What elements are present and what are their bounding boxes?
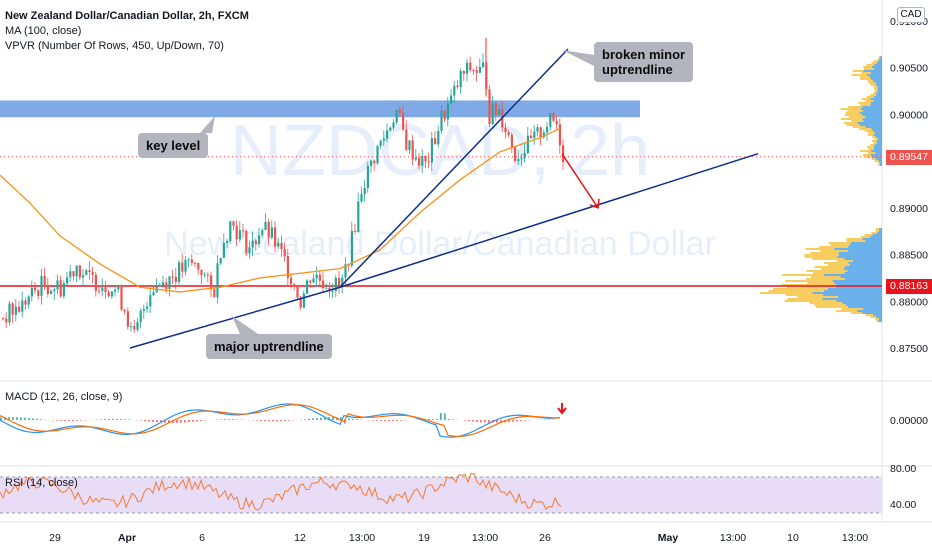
macd-pane [0, 404, 562, 437]
key-level-label: key level [146, 138, 200, 153]
time-tick-7: 26 [539, 532, 551, 544]
time-tick-5: 19 [418, 532, 430, 544]
time-tick-1: Apr [118, 532, 136, 544]
rsi-legend[interactable]: RSI (14, close) [5, 477, 78, 489]
price-tick-7: 0.87500 [890, 343, 928, 355]
candles [2, 53, 564, 333]
time-tick-8: May [658, 532, 679, 544]
time-tick-10: 10 [787, 532, 799, 544]
key-level-pointer [200, 116, 215, 133]
rsi-tick-1: 40.00 [890, 499, 916, 511]
major-trendline-label: major uptrendline [214, 339, 324, 354]
time-tick-9: 13:00 [720, 532, 746, 544]
broken-trendline-pointer [562, 50, 594, 66]
price-tick-1: 0.90500 [890, 63, 928, 75]
support-price-tag: 0.88163 [886, 279, 932, 294]
time-tick-4: 13:00 [349, 532, 375, 544]
time-tick-0: 29 [49, 532, 61, 544]
vpvr-legend[interactable]: VPVR (Number Of Rows, 450, Up/Down, 70) [5, 40, 224, 52]
price-tick-2: 0.90000 [890, 109, 928, 121]
rsi-tick-0: 80.00 [890, 463, 916, 475]
key-level-callout: key level [138, 133, 208, 158]
vpvr-profile [760, 56, 882, 322]
current-price-tag: 0.89547 [886, 150, 932, 165]
macd-legend[interactable]: MACD (12, 26, close, 9) [5, 391, 122, 403]
rsi-band [0, 477, 882, 513]
watermark-symbol: NZDCAD, 2h [230, 111, 650, 191]
major-trendline-pointer [232, 316, 258, 334]
time-tick-6: 13:00 [472, 532, 498, 544]
price-tick-6: 0.88000 [890, 296, 928, 308]
key-level-zone [0, 100, 640, 117]
time-tick-11: 13:00 [842, 532, 868, 544]
macd-down-arrow [558, 403, 566, 413]
broken-trendline-label-2: uptrendline [602, 62, 685, 77]
time-tick-3: 12 [294, 532, 306, 544]
major-trendline-callout: major uptrendline [206, 334, 332, 359]
macd-tick-0: 0.00000 [890, 415, 928, 427]
chart-title: New Zealand Dollar/Canadian Dollar, 2h, … [5, 10, 249, 22]
ma-legend[interactable]: MA (100, close) [5, 25, 81, 37]
price-tick-5: 0.88500 [890, 250, 928, 262]
price-tick-4: 0.89000 [890, 203, 928, 215]
broken-trendline-label-1: broken minor [602, 47, 685, 62]
currency-button[interactable]: CAD [897, 7, 925, 23]
broken-trendline-callout: broken minor uptrendline [594, 42, 693, 82]
time-tick-2: 6 [199, 532, 205, 544]
